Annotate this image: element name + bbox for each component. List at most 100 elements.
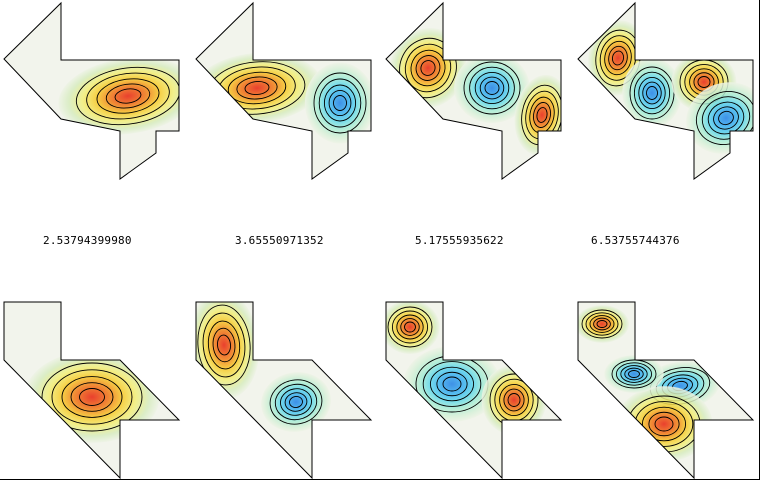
contour-line xyxy=(642,81,662,105)
contour-line xyxy=(404,43,452,93)
contour-line xyxy=(654,416,674,432)
contour-line xyxy=(404,321,416,333)
contour-line xyxy=(442,376,462,392)
positive-lobe xyxy=(24,351,160,443)
contour-line xyxy=(596,320,608,328)
contour-line xyxy=(589,315,615,333)
contour-line xyxy=(469,66,515,110)
contour-line xyxy=(396,314,424,340)
contour-line xyxy=(536,107,548,123)
contour-line xyxy=(202,312,246,378)
contour-line xyxy=(197,304,251,386)
negative-lobe xyxy=(622,57,682,129)
contour-line xyxy=(75,66,179,126)
bottom-mode-panel-3 xyxy=(385,301,563,480)
contour-line xyxy=(318,78,362,128)
contour-line xyxy=(61,376,123,418)
contour-line xyxy=(212,327,236,363)
positive-lobe xyxy=(615,386,713,462)
domain-outline xyxy=(3,301,181,480)
contour-line xyxy=(713,106,739,130)
contour-line xyxy=(280,388,312,416)
contour-line xyxy=(718,110,734,126)
contour-line xyxy=(628,370,640,378)
contour-line xyxy=(410,49,446,87)
contour-line xyxy=(333,95,347,111)
negative-lobe xyxy=(261,372,331,432)
domain-outline xyxy=(385,1,562,180)
contour-line xyxy=(323,84,357,122)
contour-line xyxy=(313,72,367,134)
contour-line xyxy=(420,60,436,76)
contour-line xyxy=(503,388,525,412)
contour-line xyxy=(387,306,433,348)
negative-lobe xyxy=(454,52,530,124)
positive-lobe xyxy=(578,305,629,343)
contour-line xyxy=(499,383,529,417)
contour-line xyxy=(648,411,680,437)
contour-line xyxy=(86,72,170,120)
domain-outline xyxy=(577,301,755,480)
contour-line xyxy=(615,362,653,386)
contour-line xyxy=(41,362,143,432)
contour-line xyxy=(624,367,644,381)
contour-line xyxy=(114,88,142,104)
contour-line xyxy=(415,55,441,81)
contour-line xyxy=(611,359,657,389)
positive-lobe xyxy=(58,57,179,135)
contour-line xyxy=(274,383,318,421)
bottom-mode-panel-2 xyxy=(195,301,373,480)
contour-line xyxy=(604,40,632,76)
contour-line xyxy=(611,50,625,66)
negative-lobe xyxy=(604,355,664,393)
domain-outline xyxy=(3,1,180,180)
contour-line xyxy=(599,35,637,81)
domain-outline xyxy=(195,301,373,480)
contour-line xyxy=(581,309,623,339)
contour-line xyxy=(422,361,482,407)
top-mode-panel-4 xyxy=(577,1,754,180)
contour-line xyxy=(633,71,671,115)
contour-line xyxy=(217,334,231,356)
top-mode-panel-1 xyxy=(3,1,180,180)
contour-line xyxy=(608,45,628,71)
contour-line xyxy=(521,84,561,146)
contour-line xyxy=(96,78,160,114)
contour-line xyxy=(585,312,619,336)
contour-line xyxy=(507,393,521,407)
contour-line xyxy=(51,369,133,425)
contour-line xyxy=(328,89,352,117)
contour-line xyxy=(105,83,151,109)
contour-line xyxy=(474,71,510,105)
contour-line xyxy=(269,379,323,425)
contour-line xyxy=(484,81,500,95)
contour-line xyxy=(244,80,270,96)
eigenvalue-label-1: 2.53794399980 xyxy=(43,234,132,247)
contour-line xyxy=(532,102,552,128)
contour-line xyxy=(284,392,308,412)
eigenvalue-label-3: 5.17555935622 xyxy=(415,234,504,247)
contour-line xyxy=(391,310,429,344)
eigenvalue-label-4: 6.53755744376 xyxy=(591,234,680,247)
contour-line xyxy=(697,76,711,88)
eigenvalue-label-2: 3.65550971352 xyxy=(235,234,324,247)
positive-lobe xyxy=(481,364,547,436)
contour-line xyxy=(429,366,475,402)
top-mode-panel-2 xyxy=(195,1,372,180)
bottom-mode-panel-4 xyxy=(577,301,755,480)
contour-line xyxy=(289,396,303,408)
contour-line xyxy=(227,71,287,105)
bottom-mode-panel-1 xyxy=(3,301,181,480)
contour-line xyxy=(638,76,666,110)
contour-line xyxy=(207,320,241,370)
positive-lobe xyxy=(386,302,440,354)
domain-outline xyxy=(385,301,563,480)
contour-line xyxy=(593,317,611,331)
negative-lobe xyxy=(304,62,371,144)
contour-line xyxy=(79,388,105,406)
contour-line xyxy=(646,86,658,100)
contour-line xyxy=(641,406,687,442)
domain-outline xyxy=(195,1,372,180)
contour-line xyxy=(236,76,278,100)
